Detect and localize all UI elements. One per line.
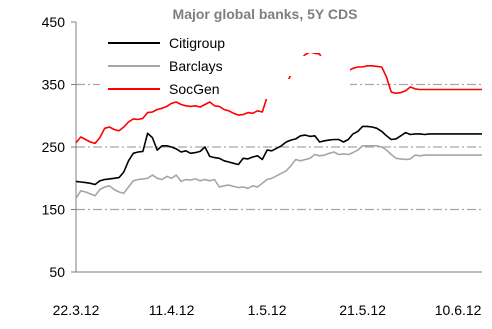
x-tick-label: 10.6.12 — [435, 302, 482, 318]
y-tick-labels: 50 150 250 350 450 — [42, 14, 66, 280]
x-tick-label: 21.5.12 — [339, 302, 386, 318]
series-line-citigroup — [75, 125, 482, 186]
y-tick-label: 250 — [42, 139, 66, 155]
legend-label-citigroup: Citigroup — [169, 35, 225, 51]
y-tick-label: 150 — [42, 202, 66, 218]
y-tick-label: 450 — [42, 14, 66, 30]
y-tick-label: 50 — [49, 264, 65, 280]
legend: Citigroup Barclays SocGen — [100, 33, 350, 99]
y-tick-label: 350 — [42, 77, 66, 93]
legend-bg — [100, 56, 350, 76]
axes — [71, 21, 482, 273]
legend-label-barclays: Barclays — [169, 58, 223, 74]
legend-bg — [100, 79, 350, 99]
legend-label-socgen: SocGen — [169, 81, 220, 97]
x-tick-label: 11.4.12 — [149, 302, 195, 318]
legend-bg — [100, 33, 350, 53]
x-tick-label: 1.5.12 — [248, 302, 287, 318]
x-tick-label: 22.3.12 — [53, 302, 100, 318]
x-tick-labels: 22.3.12 11.4.12 1.5.12 21.5.12 10.6.12 — [53, 302, 482, 318]
series-line-barclays — [75, 145, 482, 199]
chart-title: Major global banks, 5Y CDS — [173, 6, 358, 22]
